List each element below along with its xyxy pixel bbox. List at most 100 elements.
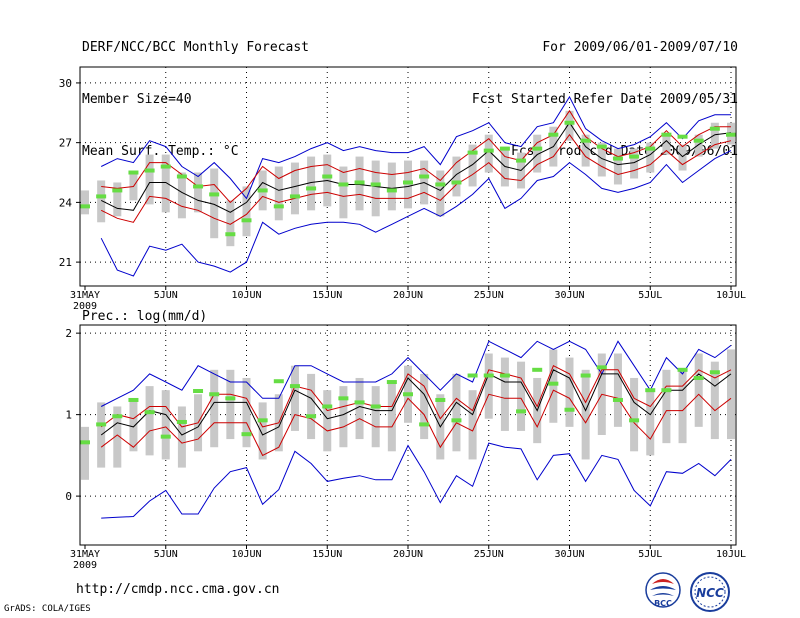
temp-line-min bbox=[100, 150, 732, 277]
temp-observed-18 bbox=[370, 182, 381, 187]
temp-observed-28 bbox=[532, 146, 543, 151]
temp-xtick-label-2: 10JUN bbox=[231, 290, 261, 301]
temp-box-2 bbox=[113, 182, 122, 217]
prec-observed-28 bbox=[532, 367, 543, 372]
prec-observed-17 bbox=[354, 400, 365, 405]
prec-box-8 bbox=[210, 369, 219, 448]
prec-observed-11 bbox=[257, 418, 268, 423]
prec-observed-29 bbox=[548, 381, 559, 386]
prec-box-10 bbox=[242, 377, 251, 448]
prec-box-1 bbox=[97, 402, 106, 468]
prec-observed-26 bbox=[499, 373, 510, 378]
prec-box-29 bbox=[549, 349, 558, 423]
prec-box-17 bbox=[355, 377, 364, 440]
temp-box-12 bbox=[274, 166, 283, 221]
temp-box-36 bbox=[662, 132, 671, 155]
prec-line-max bbox=[100, 340, 732, 407]
temp-box-37 bbox=[678, 144, 687, 171]
prec-xtick-label-7: 5JUL bbox=[638, 549, 662, 560]
temp-xtick-label-7: 5JUL bbox=[638, 290, 662, 301]
temp-observed-3 bbox=[128, 170, 139, 175]
prec-line-mean bbox=[100, 369, 732, 436]
prec-observed-33 bbox=[612, 397, 623, 402]
prec-observed-16 bbox=[338, 396, 349, 401]
temp-observed-20 bbox=[403, 180, 413, 185]
prec-ytick-label-1: 1 bbox=[65, 409, 72, 422]
footer-url[interactable]: http://cmdp.ncc.cma.gov.cn bbox=[76, 582, 280, 597]
prec-xtick-label-2: 10JUN bbox=[231, 549, 261, 560]
prec-observed-0 bbox=[80, 440, 90, 445]
temp-observed-32 bbox=[596, 144, 607, 149]
prec-observed-9 bbox=[225, 396, 236, 401]
temp-box-34 bbox=[630, 148, 639, 179]
prec-box-0 bbox=[81, 426, 89, 480]
prec-observed-18 bbox=[370, 404, 381, 409]
forecast-title: DERF/NCC/BCC Monthly Forecast bbox=[82, 40, 309, 55]
prec-box-30 bbox=[565, 357, 574, 427]
prec-box-27 bbox=[517, 361, 526, 431]
temp-observed-27 bbox=[516, 158, 527, 163]
temp-observed-12 bbox=[273, 204, 284, 209]
temp-box-4 bbox=[145, 154, 154, 205]
temp-observed-38 bbox=[693, 138, 704, 143]
temp-observed-13 bbox=[289, 194, 300, 199]
temp-observed-11 bbox=[257, 188, 268, 193]
prec-box-31 bbox=[581, 369, 590, 460]
prec-line-spread_high bbox=[100, 365, 732, 428]
prec-box-16 bbox=[339, 386, 348, 448]
prec-xtick-label-1: 5JUN bbox=[154, 549, 178, 560]
prec-observed-32 bbox=[596, 365, 607, 370]
bcc-logo-text: BCC bbox=[654, 599, 672, 608]
temp-box-31 bbox=[581, 134, 590, 167]
prec-observed-10 bbox=[241, 432, 252, 437]
temp-ytick-label-1: 24 bbox=[59, 196, 73, 209]
temp-line-max bbox=[100, 95, 731, 200]
temp-observed-6 bbox=[176, 174, 187, 179]
temp-box-5 bbox=[161, 154, 170, 213]
ncc-logo-text: NCC bbox=[696, 586, 724, 600]
temp-xtick-label-8: 10JUL bbox=[716, 290, 746, 301]
temp-box-0 bbox=[81, 190, 89, 215]
prec-observed-19 bbox=[386, 380, 397, 385]
temp-observed-1 bbox=[96, 194, 107, 199]
prec-observed-37 bbox=[677, 367, 688, 372]
temp-box-39 bbox=[710, 122, 719, 149]
prec-observed-4 bbox=[144, 410, 155, 415]
temp-box-35 bbox=[646, 142, 655, 173]
temp-observed-17 bbox=[354, 180, 365, 185]
prec-xtick-label-5: 25JUN bbox=[474, 549, 504, 560]
prec-observed-21 bbox=[419, 422, 430, 427]
temp-box-23 bbox=[452, 156, 461, 197]
temp-observed-19 bbox=[386, 188, 397, 193]
temp-box-9 bbox=[226, 200, 235, 247]
temp-observed-21 bbox=[419, 174, 430, 179]
temp-observed-33 bbox=[612, 156, 623, 161]
temp-box-1 bbox=[97, 180, 106, 223]
prec-observed-20 bbox=[403, 392, 413, 397]
prec-observed-39 bbox=[709, 370, 720, 375]
prec-observed-25 bbox=[483, 373, 494, 378]
temp-box-8 bbox=[210, 168, 219, 239]
temp-xtick-label-5: 25JUN bbox=[474, 290, 504, 301]
prec-box-19 bbox=[387, 382, 396, 452]
temp-observed-8 bbox=[209, 192, 220, 197]
prec-observed-6 bbox=[176, 419, 187, 424]
temp-xtick-label-0: 31MAY bbox=[70, 290, 100, 301]
temp-observed-31 bbox=[580, 138, 591, 143]
prec-xtick-year-0: 2009 bbox=[73, 560, 97, 571]
prec-box-18 bbox=[371, 386, 380, 448]
temp-box-32 bbox=[597, 142, 606, 177]
ncc-logo: NCC bbox=[690, 572, 730, 612]
temp-observed-2 bbox=[112, 188, 123, 193]
prec-observed-2 bbox=[112, 414, 123, 419]
prec-box-15 bbox=[323, 390, 332, 452]
temp-observed-0 bbox=[80, 204, 90, 209]
prec-observed-7 bbox=[193, 389, 204, 393]
temp-box-22 bbox=[436, 170, 445, 217]
prec-box-6 bbox=[177, 406, 186, 468]
prec-box-38 bbox=[694, 353, 703, 427]
prec-observed-12 bbox=[273, 379, 284, 384]
prec-observed-14 bbox=[306, 414, 317, 419]
temp-observed-40 bbox=[726, 132, 736, 137]
